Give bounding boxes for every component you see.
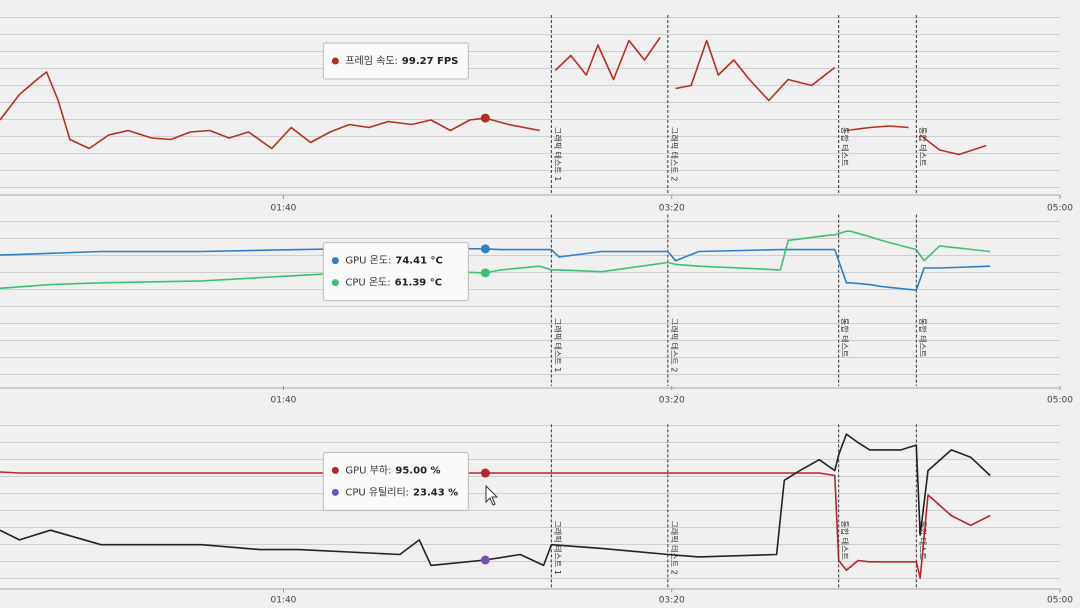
tooltip-label: 프레임 속도: (345, 54, 398, 67)
annotation-label: 통합 테스트 (918, 127, 927, 166)
x-tick-label: 03:20 (659, 396, 685, 406)
series-line (0, 37, 987, 156)
tooltip-value: 61.39 °C (395, 278, 442, 289)
tooltip-label: CPU 온도: (345, 277, 390, 289)
tooltip-box (322, 42, 469, 80)
panel-grid (0, 15, 1060, 195)
mouse-cursor (485, 484, 499, 506)
x-tick-label: 01:40 (270, 596, 296, 606)
annotation-label: 그래픽 테스트 1 (553, 318, 563, 372)
annotation-label: 그래픽 테스트 1 (553, 127, 563, 181)
tooltip-swatch (331, 57, 339, 65)
x-tick-label: 01:40 (270, 396, 296, 406)
tooltip: GPU 온도: 74.41 °C CPU 온도: 61.39 °C (322, 242, 469, 302)
annotation-label: 그래픽 테스트 2 (669, 127, 679, 181)
tooltip-value: 74.41 °C (395, 256, 442, 267)
tooltip-swatch (331, 488, 339, 496)
panel-grid (0, 214, 1060, 386)
annotation-label: 통합 테스트 (918, 521, 927, 560)
cursor-dot (480, 555, 490, 565)
annotation-label: 그래픽 테스트 2 (669, 318, 679, 372)
annotation-label: 통합 테스트 (840, 318, 849, 357)
x-tick-label: 05:00 (1047, 204, 1073, 214)
series-line (0, 433, 991, 567)
annotation-label: 그래픽 테스트 2 (669, 521, 679, 575)
x-tick-label: 03:20 (659, 596, 685, 606)
tooltip-label: GPU 부하: (345, 463, 391, 476)
tooltip-value: 99.27 FPS (402, 56, 458, 67)
line-chart: 01:40 03:20 05:00 그래픽 테스트 1 그래픽 테스트 2 통합 테스트 통… (0, 214, 1073, 406)
line-chart: 01:40 03:20 05:00 그래픽 테스트 1 그래픽 테스트 2 통합 테스트 통… (0, 424, 1073, 606)
tooltip-label: CPU 유틸리티: (345, 485, 409, 498)
series-line (0, 471, 991, 579)
cursor-dot (480, 113, 490, 123)
tooltip-text: CPU 유틸리티: 23.43 % (345, 485, 458, 498)
line-chart: 01:40 03:20 05:00 그래픽 테스트 1 그래픽 테스트 2 통합 테스트 통… (0, 15, 1073, 214)
tooltip-text: GPU 부하: 95.00 % (345, 463, 440, 476)
tooltip-text: GPU 온도: 74.41 °C (345, 255, 443, 267)
tooltip: 프레임 속도: 99.27 FPS (322, 42, 469, 80)
annotation-label: 통합 테스트 (840, 521, 849, 560)
tooltip-swatch (331, 279, 339, 287)
cursor-dot (480, 468, 490, 478)
x-tick-label: 05:00 (1047, 596, 1073, 606)
tooltip-value: 95.00 % (395, 465, 440, 476)
annotation-label: 통합 테스트 (840, 127, 849, 166)
tooltip-box (322, 242, 469, 302)
cursor-dot (480, 268, 490, 278)
annotation-label: 그래픽 테스트 1 (553, 521, 563, 575)
tooltip-swatch (331, 466, 339, 474)
tooltip-box (322, 451, 469, 511)
cursor-dot (480, 244, 490, 254)
panel-grid (0, 424, 1060, 589)
x-tick-label: 05:00 (1047, 396, 1073, 406)
x-tick-label: 01:40 (270, 204, 296, 214)
tooltip-value: 23.43 % (413, 487, 458, 498)
tooltip-text: CPU 온도: 61.39 °C (345, 277, 442, 289)
tooltip: GPU 부하: 95.00 % CPU 유틸리티: 23.43 % (322, 451, 469, 511)
x-tick-label: 03:20 (659, 204, 685, 214)
tooltip-text: 프레임 속도: 99.27 FPS (345, 54, 458, 67)
tooltip-label: GPU 온도: (345, 255, 391, 267)
annotation-label: 통합 테스트 (918, 318, 927, 357)
tooltip-swatch (331, 257, 339, 265)
